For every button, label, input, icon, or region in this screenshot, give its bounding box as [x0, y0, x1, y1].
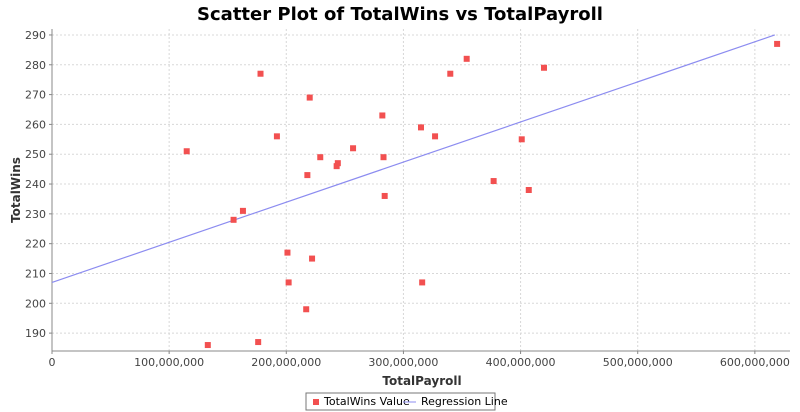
legend: TotalWins Value Regression Line	[305, 392, 508, 411]
data-point	[239, 207, 246, 214]
data-point	[379, 112, 386, 119]
x-tick-label: 400,000,000	[486, 356, 556, 369]
legend-box	[305, 392, 496, 411]
data-point	[541, 64, 547, 71]
data-point	[418, 124, 424, 131]
chart-title: Scatter Plot of TotalWins vs TotalPayrol…	[197, 4, 603, 25]
data-point	[306, 94, 313, 101]
y-tick-label: 290	[25, 29, 46, 42]
data-point	[334, 160, 341, 167]
plot-area: 0 100,000,000 200,000,000 300,000,000 400,00…	[25, 29, 790, 369]
y-tick-label: 210	[25, 267, 46, 280]
data-point	[183, 148, 190, 155]
legend-point-swatch	[313, 399, 319, 405]
data-point	[257, 70, 264, 77]
x-tick-label: 600,000,000	[720, 356, 790, 369]
data-point	[309, 255, 316, 262]
y-tick-label: 190	[25, 327, 46, 340]
data-point	[284, 249, 291, 256]
legend-label-points: TotalWins Value	[323, 395, 410, 408]
data-point	[419, 279, 426, 286]
y-tick-label: 250	[25, 148, 46, 161]
y-tick-label: 200	[25, 297, 46, 310]
data-point	[285, 279, 292, 286]
y-tick-label: 270	[25, 89, 46, 102]
y-tick-label: 220	[25, 238, 46, 251]
data-point	[304, 172, 311, 179]
data-point	[303, 306, 310, 313]
data-point	[518, 136, 525, 143]
y-tick-label: 230	[25, 208, 46, 221]
data-point	[273, 133, 280, 140]
y-tick-label: 260	[25, 118, 46, 131]
data-point	[774, 40, 781, 47]
y-tick-label: 240	[25, 178, 46, 191]
x-tick-label: 100,000,000	[134, 356, 204, 369]
y-axis-title: TotalWins	[9, 157, 23, 223]
y-tick-label: 280	[25, 59, 46, 72]
data-point	[463, 55, 470, 62]
x-tick-label: 300,000,000	[368, 356, 438, 369]
data-point	[350, 145, 357, 152]
data-point	[490, 178, 497, 185]
data-point	[317, 154, 324, 161]
x-axis-title: TotalPayroll	[382, 374, 461, 388]
plot-background	[52, 29, 790, 351]
x-tick-label: 0	[49, 356, 56, 369]
legend-label-regression: Regression Line	[421, 395, 508, 408]
x-tick-label: 500,000,000	[603, 356, 673, 369]
regression-line	[51, 34, 775, 283]
x-tick-label: 200,000,000	[251, 356, 321, 369]
data-point	[432, 133, 439, 140]
data-point	[255, 339, 262, 346]
data-point	[447, 70, 454, 77]
data-point	[381, 192, 388, 199]
data-point	[380, 154, 387, 161]
data-point	[204, 342, 211, 349]
data-point	[525, 187, 532, 193]
data-point	[230, 216, 237, 223]
